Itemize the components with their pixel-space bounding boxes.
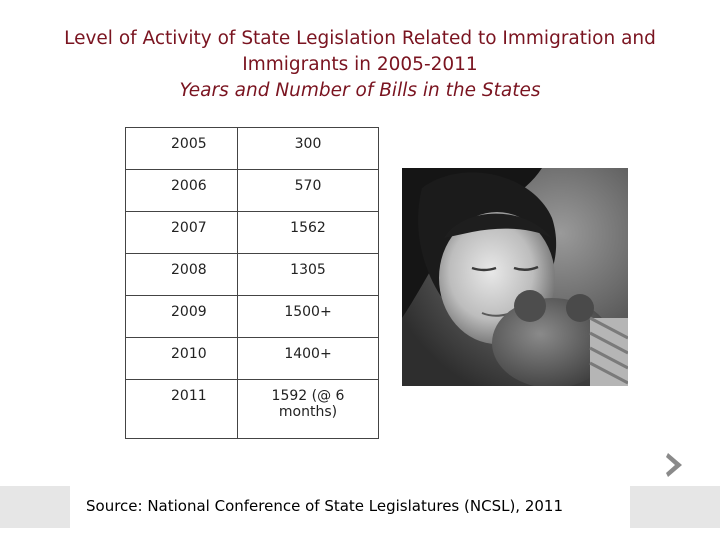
bills-cell: 1305: [237, 253, 379, 296]
photo-illustration: [402, 168, 628, 386]
footer-bar: [0, 486, 720, 528]
year-cell: 2010: [125, 337, 238, 380]
year-cell: 2005: [125, 127, 238, 170]
year-cell: 2006: [125, 169, 238, 212]
bottom-strip: [0, 528, 720, 540]
bills-cell: 1592 (@ 6 months): [237, 379, 379, 439]
year-cell: 2011: [125, 379, 238, 439]
year-cell: 2007: [125, 211, 238, 254]
bills-cell: 1400+: [237, 337, 379, 380]
title-subtitle: Years and Number of Bills in the States: [179, 80, 541, 101]
bills-cell: 1562: [237, 211, 379, 254]
child-photo: [402, 168, 628, 386]
chevron-right-icon[interactable]: [664, 451, 686, 479]
footer-inner: [70, 486, 630, 528]
table-row: 2010 1400+: [125, 337, 379, 380]
table-row: 2011 1592 (@ 6 months): [125, 379, 379, 439]
bills-cell: 1500+: [237, 295, 379, 338]
bills-cell: 300: [237, 127, 379, 170]
source-citation: Source: National Conference of State Leg…: [86, 497, 564, 515]
bills-cell: 570: [237, 169, 379, 212]
table-row: 2006 570: [125, 169, 379, 212]
table-row: 2008 1305: [125, 253, 379, 296]
slide-title: Level of Activity of State Legislation R…: [20, 26, 700, 104]
year-cell: 2009: [125, 295, 238, 338]
table-row: 2007 1562: [125, 211, 379, 254]
title-main: Level of Activity of State Legislation R…: [64, 28, 656, 75]
table-row: 2005 300: [125, 127, 379, 170]
bills-table: 2005 300 2006 570 2007 1562 2008 1305 20…: [125, 127, 379, 439]
table-row: 2009 1500+: [125, 295, 379, 338]
year-cell: 2008: [125, 253, 238, 296]
